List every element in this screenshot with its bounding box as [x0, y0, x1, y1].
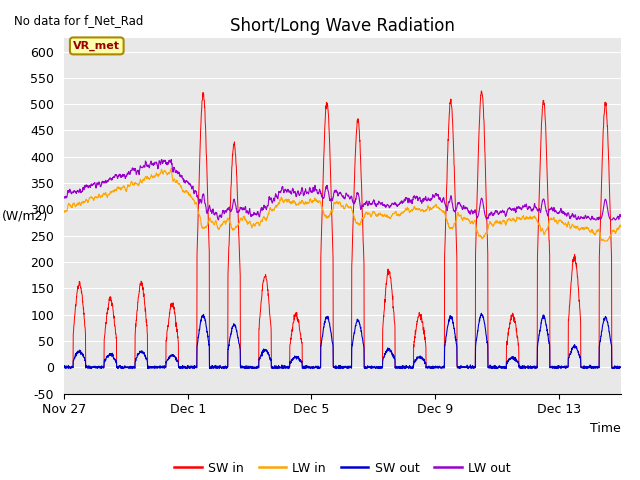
Line: LW in: LW in [64, 168, 621, 241]
LW out [148, 159, 156, 165]
X-axis label: Time: Time [590, 422, 621, 435]
LW in [360, 215, 368, 220]
SW out [115, 364, 122, 370]
LW out [360, 201, 368, 206]
LW in [262, 217, 270, 223]
LW out [545, 206, 553, 212]
Legend: SW in, LW in, SW out, LW out: SW in, LW in, SW out, LW out [169, 456, 516, 480]
LW in [114, 185, 122, 191]
Y-axis label: (W/m2): (W/m2) [2, 209, 48, 223]
Text: VR_met: VR_met [73, 41, 120, 51]
LW out [617, 214, 625, 220]
Text: No data for f_Net_Rad: No data for f_Net_Rad [14, 13, 143, 26]
LW in [148, 172, 156, 178]
LW out [262, 206, 270, 212]
LW out [611, 217, 619, 223]
SW in [262, 273, 270, 279]
LW in [601, 238, 609, 244]
SW out [60, 364, 68, 370]
LW out [60, 193, 68, 199]
SW out [360, 365, 368, 371]
LW in [60, 209, 68, 215]
SW in [477, 88, 485, 94]
LW in [184, 190, 191, 195]
Line: SW out: SW out [64, 313, 621, 368]
Line: LW out: LW out [64, 159, 621, 220]
SW out [617, 365, 625, 371]
SW in [114, 364, 122, 370]
LW out [157, 156, 165, 162]
SW out [545, 341, 553, 347]
SW out [148, 364, 156, 370]
LW out [184, 180, 191, 185]
SW out [184, 364, 191, 370]
LW in [545, 219, 553, 225]
SW in [360, 261, 368, 267]
SW out [67, 365, 74, 371]
SW in [617, 364, 625, 370]
LW in [617, 224, 625, 229]
SW in [148, 364, 156, 370]
LW in [168, 166, 175, 171]
Line: SW in: SW in [64, 91, 621, 367]
SW out [477, 311, 485, 316]
SW in [545, 238, 553, 243]
LW out [114, 174, 122, 180]
SW out [262, 347, 270, 353]
SW in [184, 364, 191, 370]
SW in [60, 364, 68, 370]
Title: Short/Long Wave Radiation: Short/Long Wave Radiation [230, 17, 455, 36]
